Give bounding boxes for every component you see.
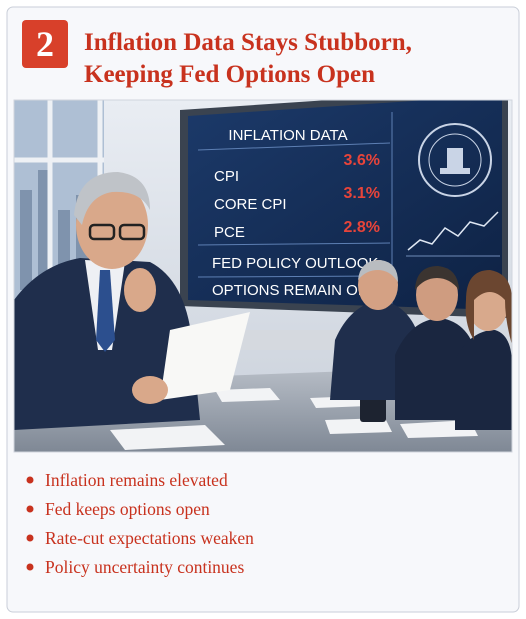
- screen-label: PCE: [214, 224, 245, 241]
- bullet-text: Inflation remains elevated: [45, 470, 228, 490]
- screen-heading: INFLATION DATA: [228, 127, 347, 144]
- screen-value: 3.1%: [344, 185, 380, 202]
- display-screen: [188, 100, 502, 310]
- bullet-list: Inflation remains elevated Fed keeps opt…: [26, 470, 254, 577]
- illustration: INFLATION DATA CPI 3.6% CORE CPI 3.1% PC…: [14, 100, 512, 452]
- bullet-text: Fed keeps options open: [45, 499, 210, 519]
- screen-note: FED POLICY OUTLOOK: [212, 255, 378, 272]
- screen-value: 3.6%: [344, 152, 380, 169]
- person: [455, 270, 512, 430]
- screen-label: CPI: [214, 168, 239, 185]
- title-line: Keeping Fed Options Open: [84, 61, 375, 88]
- screen-value: 2.8%: [344, 219, 380, 236]
- screen-label: CORE CPI: [214, 196, 287, 213]
- badge: [22, 20, 68, 68]
- badge-number: 2: [36, 24, 54, 64]
- title-line: Inflation Data Stays Stubborn,: [84, 29, 412, 56]
- bullet-text: Rate-cut expectations weaken: [45, 528, 254, 548]
- bullet-text: Policy uncertainty continues: [45, 557, 244, 577]
- person: [14, 172, 250, 430]
- screen-note: OPTIONS REMAIN OPEN: [212, 282, 389, 299]
